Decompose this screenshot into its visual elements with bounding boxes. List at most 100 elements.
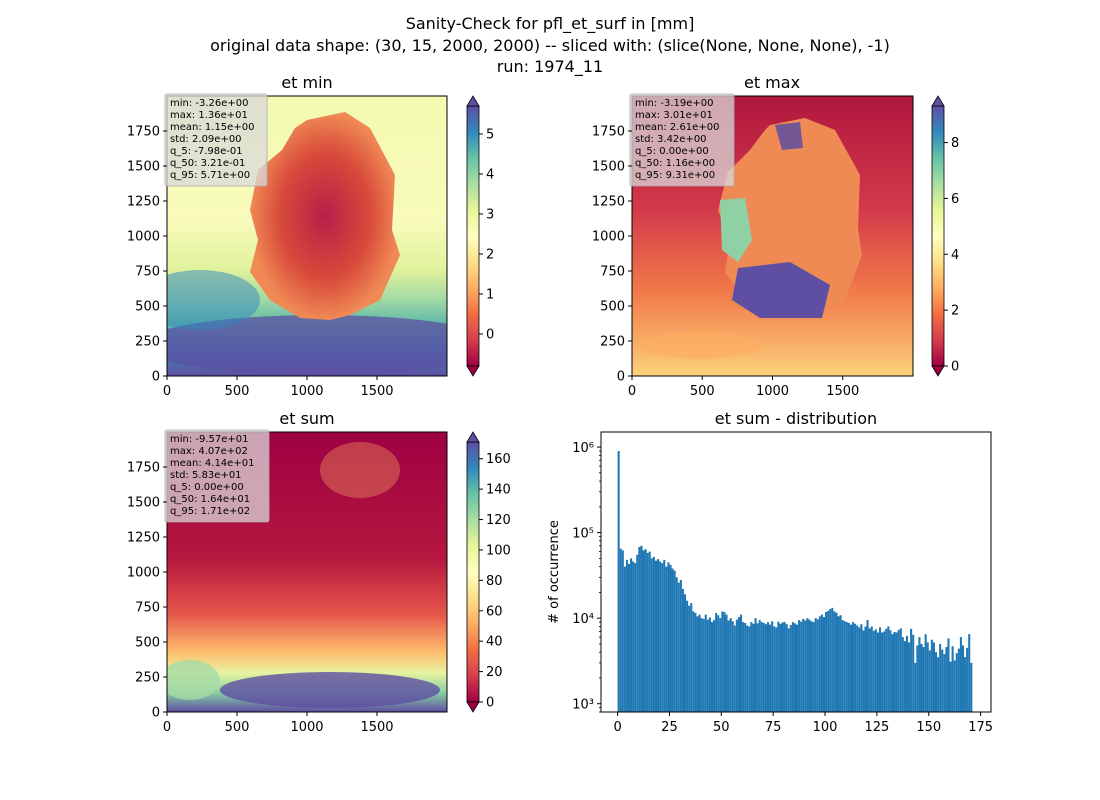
- histogram-bar: [910, 628, 913, 712]
- histogram-bar: [627, 563, 631, 712]
- stat-line: q_5: 0.00e+00: [170, 482, 244, 493]
- suptitle-line-3: run: 1974_11: [497, 57, 603, 77]
- panel-title-et-min: et min: [281, 73, 332, 92]
- stat-line: q_5: -7.98e-01: [170, 146, 243, 157]
- histogram-bar: [744, 622, 747, 712]
- y-tick-label: 10⁶: [572, 441, 594, 456]
- y-tick-label: 0: [152, 370, 160, 385]
- histogram-bar: [690, 603, 693, 712]
- stat-line: min: -9.57e+01: [170, 434, 249, 445]
- x-tick-label: 500: [690, 384, 715, 399]
- histogram-bar: [727, 620, 730, 712]
- histogram-bar: [617, 450, 620, 712]
- histogram-bar: [968, 634, 971, 712]
- histogram-bar: [665, 566, 668, 712]
- colorbar-tick-label: 6: [951, 192, 959, 207]
- histogram-bar: [752, 623, 755, 712]
- histogram-bar: [659, 561, 662, 712]
- x-tick-label: 500: [225, 720, 250, 735]
- y-tick-label: 750: [600, 265, 625, 280]
- panel-et-max: et max min: -3.19e+00 max: 3.01e+01 mean…: [592, 73, 959, 399]
- x-axis-et-sum: 0 500 1000 1500: [163, 712, 394, 735]
- histogram-bar: [677, 582, 680, 712]
- x-tick-label: 0: [163, 384, 171, 399]
- x-tick-label: 175: [968, 720, 993, 735]
- histogram-bar: [723, 612, 726, 712]
- colorbar-extend-max: [466, 431, 480, 443]
- histogram-bar: [771, 621, 774, 712]
- y-tick-label: 250: [135, 335, 160, 350]
- histogram-bar: [663, 559, 666, 712]
- x-axis-et-max: 0 500 1000 1500: [628, 376, 859, 399]
- histogram-bar: [675, 577, 678, 712]
- stat-line: q_50: 1.64e+01: [170, 494, 250, 505]
- panel-et-min: et min min: -3.26e+00 max: 1.36e+01 mean…: [127, 73, 494, 399]
- histogram-bar: [889, 630, 892, 712]
- histogram-bar: [742, 622, 745, 712]
- histogram-bar: [657, 559, 660, 712]
- histogram-bar: [810, 621, 813, 712]
- x-axis-distribution: 0 25 50 75 100 125 150 175: [613, 712, 993, 735]
- histogram-bar: [812, 622, 815, 712]
- histogram-bar: [841, 620, 844, 712]
- histogram-bar: [766, 622, 770, 712]
- histogram-bar: [922, 647, 925, 712]
- histogram-bar: [854, 623, 857, 712]
- histogram-bar: [953, 660, 956, 712]
- histogram-bar: [864, 626, 867, 712]
- y-tick-label: 500: [135, 636, 160, 651]
- y-tick-label: 1750: [127, 125, 160, 140]
- x-tick-label: 0: [628, 384, 636, 399]
- y-tick-label: 1000: [127, 230, 160, 245]
- panel-title-et-sum: et sum: [279, 409, 334, 428]
- stat-line: q_95: 5.71e+00: [170, 170, 250, 181]
- histogram-bar: [845, 622, 848, 712]
- histogram-bar: [814, 618, 817, 712]
- histogram-bar: [779, 623, 782, 712]
- histogram-bar: [916, 645, 919, 712]
- y-tick-label: 1750: [592, 125, 625, 140]
- x-tick-label: 0: [163, 720, 171, 735]
- histogram-bar: [787, 628, 790, 712]
- histogram-bar: [849, 624, 853, 712]
- colorbar-tick-label: 1: [486, 288, 494, 303]
- histogram-bar: [748, 626, 751, 712]
- x-tick-label: 50: [713, 720, 730, 735]
- stat-line: q_5: 0.00e+00: [635, 146, 709, 157]
- histogram-bar: [939, 643, 942, 712]
- colorbar-tick-label: 20: [486, 665, 503, 680]
- histogram-bar: [775, 627, 778, 712]
- stat-line: min: -3.26e+00: [170, 98, 249, 109]
- y-tick-label: 1750: [127, 461, 160, 476]
- histogram-bar: [785, 624, 788, 712]
- histogram-bar: [688, 605, 691, 712]
- stat-line: mean: 4.14e+01: [170, 458, 254, 469]
- histogram-bar: [881, 632, 884, 712]
- stat-line: q_50: 3.21e-01: [170, 158, 245, 169]
- colorbar-gradient: [931, 105, 945, 367]
- histogram-bar: [934, 652, 938, 712]
- histogram-bar: [899, 628, 902, 712]
- colorbar-tick-label: 2: [951, 304, 959, 319]
- histogram-bar: [673, 570, 676, 712]
- histogram-bar: [943, 654, 946, 712]
- x-tick-label: 500: [225, 384, 250, 399]
- histogram-bar: [949, 661, 952, 712]
- histogram-bar: [970, 662, 973, 712]
- figure-suptitle: Sanity-Check for pfl_et_surf in [mm] ori…: [210, 14, 890, 77]
- histogram-bar: [789, 625, 792, 712]
- histogram-bar: [715, 612, 718, 712]
- colorbar-tick-label: 40: [486, 635, 503, 650]
- histogram-bar: [652, 556, 655, 712]
- histogram-bar: [912, 634, 915, 712]
- histogram-bar: [686, 600, 689, 712]
- panel-et-sum: et sum min: -9.57e+01 max: 4.07e+02 mean…: [127, 409, 511, 735]
- histogram-bar: [883, 631, 886, 712]
- histogram-bar: [681, 588, 684, 712]
- stat-line: max: 1.36e+01: [170, 110, 248, 121]
- y-axis-et-sum: 0 250 500 750 1000 1250 1500 1750: [127, 461, 167, 721]
- histogram-bar: [737, 617, 740, 712]
- histogram-bar: [885, 628, 888, 712]
- colorbar-tick-label: 3: [486, 208, 494, 223]
